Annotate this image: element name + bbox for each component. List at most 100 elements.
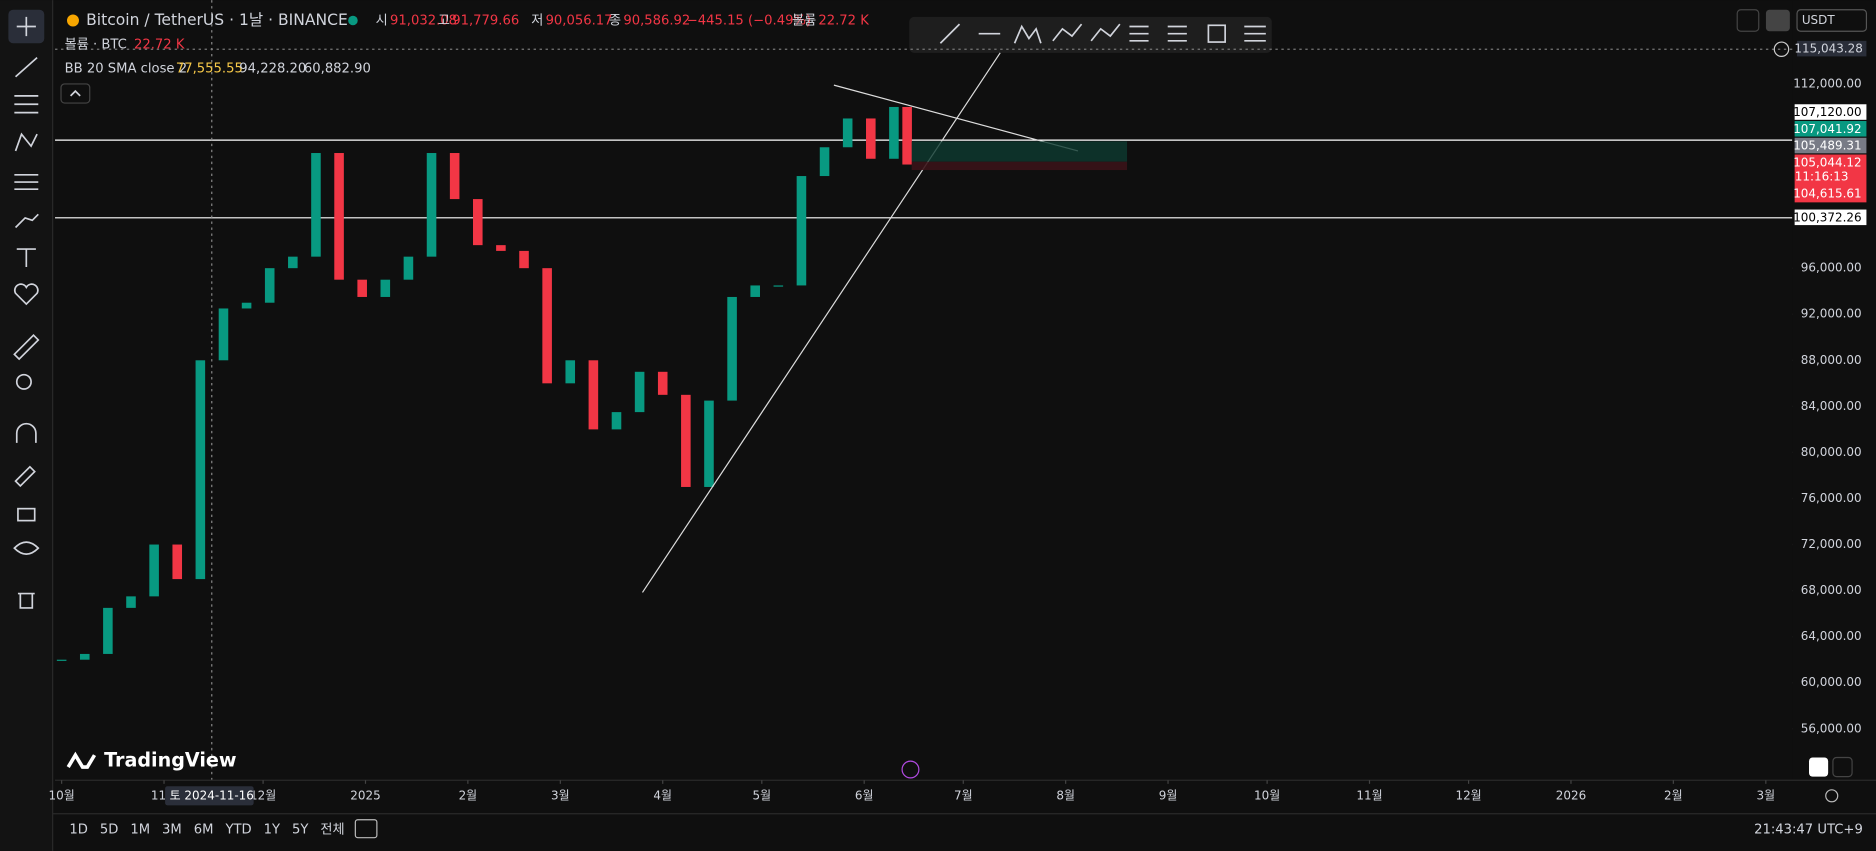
x-tick-label: 9월 xyxy=(1159,788,1178,802)
favorite-icon[interactable] xyxy=(13,283,39,306)
left-toolbar xyxy=(0,0,53,851)
coin-icon xyxy=(67,14,79,27)
timeframe[interactable]: 1D xyxy=(69,822,88,837)
indicator-value: 60,882.90 xyxy=(304,61,371,76)
forecast-icon[interactable] xyxy=(14,174,39,191)
candle xyxy=(611,412,622,430)
date-range-button[interactable] xyxy=(354,819,378,839)
timeframe[interactable]: 전체 xyxy=(320,821,344,837)
currency-select[interactable] xyxy=(1796,9,1868,32)
y-tick-label: 88,000.00 xyxy=(1801,353,1862,367)
eye-icon[interactable] xyxy=(13,541,40,555)
candle xyxy=(681,394,691,487)
countdown: 11:16:13 xyxy=(1795,170,1849,184)
y-tick-label: 68,000.00 xyxy=(1801,583,1862,597)
ohlc-label: 종 xyxy=(609,14,621,29)
ohlc-label: 고 xyxy=(438,14,450,29)
trash-icon[interactable] xyxy=(17,592,35,609)
price-label: 105,489.31 xyxy=(1793,139,1861,153)
y-tick-label: 96,000.00 xyxy=(1801,261,1862,275)
x-tick-label: 7월 xyxy=(954,788,973,802)
download-button[interactable] xyxy=(1736,9,1760,32)
candle xyxy=(218,308,229,361)
floating-toolbar[interactable] xyxy=(909,16,1272,53)
price-label: 107,041.92 xyxy=(1793,122,1861,136)
candle xyxy=(542,268,552,384)
trendline-icon[interactable] xyxy=(14,56,38,78)
trendline xyxy=(833,84,1079,152)
candle xyxy=(334,153,344,280)
ohlc-value: 91,779.66 xyxy=(452,14,519,29)
candle xyxy=(472,199,483,246)
indicator-name[interactable]: BB 20 SMA close 2 xyxy=(65,61,187,76)
floating-tools[interactable] xyxy=(939,23,1266,44)
zoom-icon[interactable] xyxy=(15,373,32,390)
event-icon[interactable] xyxy=(901,760,920,779)
candle xyxy=(634,371,645,413)
candle xyxy=(519,250,529,269)
timeframe[interactable]: 1Y xyxy=(264,822,281,837)
sync-button[interactable] xyxy=(1765,9,1790,32)
price-label: 115,043.28 xyxy=(1794,42,1862,56)
timeframes: 1D 5D 1M 3M 6M YTD 1Y 5Y 전체 xyxy=(69,821,344,837)
candle xyxy=(195,360,206,580)
candle xyxy=(311,153,321,257)
plot xyxy=(55,83,1796,730)
candle xyxy=(103,607,113,654)
ruler-icon[interactable] xyxy=(13,333,40,361)
currency[interactable]: USDT xyxy=(1802,13,1836,27)
magnet-icon[interactable] xyxy=(15,422,37,443)
x-tick-label: 2025 xyxy=(350,788,380,802)
fib-icon[interactable] xyxy=(14,95,39,114)
draw-lock-icon[interactable] xyxy=(14,465,36,488)
timeframe[interactable]: 1M xyxy=(130,822,150,837)
y-tick-label: 84,000.00 xyxy=(1801,399,1862,413)
timeframe[interactable]: 6M xyxy=(194,822,214,837)
candle xyxy=(842,118,853,148)
price-label-bg xyxy=(1794,209,1867,226)
y-tick-label: 80,000.00 xyxy=(1801,445,1862,459)
toolbar-icons[interactable] xyxy=(8,9,45,609)
collapse-button[interactable] xyxy=(60,83,91,104)
brush-icon[interactable] xyxy=(14,213,39,229)
x-tick-label: 2월 xyxy=(1664,788,1683,802)
candle xyxy=(588,360,599,430)
volume-label: 볼륨 xyxy=(792,13,816,29)
candle xyxy=(727,296,737,401)
pattern-icon[interactable] xyxy=(14,132,38,152)
text-icon[interactable] xyxy=(16,248,36,267)
candle xyxy=(241,302,252,309)
add-alert[interactable] xyxy=(1773,41,1790,58)
brand: TradingView xyxy=(104,749,237,772)
timeframe[interactable]: 5Y xyxy=(292,822,309,837)
clock: 21:43:47 UTC+9 xyxy=(1754,822,1863,837)
crosshair-label-bg xyxy=(165,786,254,806)
price-label: 105,044.12 xyxy=(1793,155,1861,169)
y-tick-label: 64,000.00 xyxy=(1801,629,1862,643)
auto-button[interactable] xyxy=(1809,757,1829,777)
lock-icon[interactable] xyxy=(17,507,36,522)
candle xyxy=(449,153,460,200)
ohlc-value: 90,586.92 xyxy=(623,14,690,29)
indicator-value: 94,228.20 xyxy=(239,61,306,76)
log-button[interactable] xyxy=(1832,756,1853,778)
x-tick-label: 5월 xyxy=(753,788,772,802)
price-label-bg xyxy=(1794,154,1867,203)
candle xyxy=(902,106,912,165)
y-tick-label: 60,000.00 xyxy=(1801,675,1862,689)
timeframe[interactable]: 5D xyxy=(100,822,119,837)
timeframe[interactable]: YTD xyxy=(224,822,251,837)
timeframe[interactable]: 3M xyxy=(162,822,182,837)
settings-icon[interactable] xyxy=(1825,789,1839,803)
indicator-name[interactable]: 볼륨 · BTC xyxy=(65,36,127,52)
y-tick-label: 56,000.00 xyxy=(1801,721,1862,735)
market-status xyxy=(348,15,358,26)
symbol[interactable]: Bitcoin / TetherUS · 1날 · BINANCE xyxy=(86,11,348,29)
candle xyxy=(704,400,714,487)
x-tick-label: 2026 xyxy=(1556,788,1586,802)
x-tick-label: 12월 xyxy=(1455,788,1481,802)
candle xyxy=(403,256,414,280)
